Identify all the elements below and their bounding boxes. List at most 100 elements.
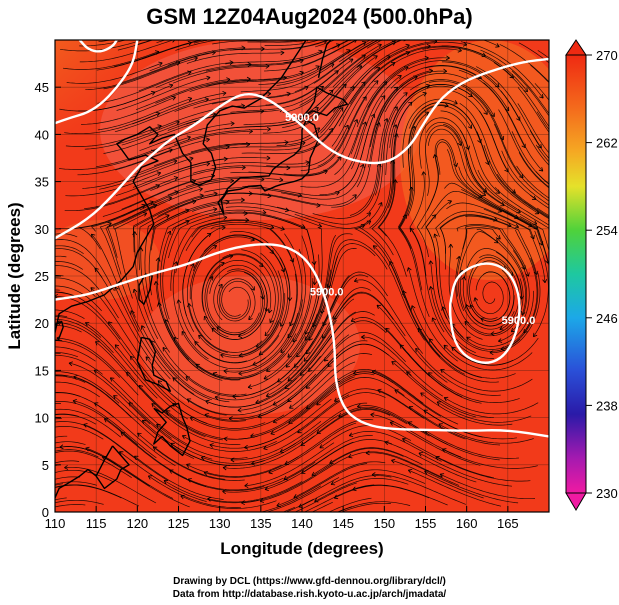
streamline-arrow xyxy=(137,432,142,437)
streamline xyxy=(270,376,355,435)
streamline-arrow xyxy=(316,401,321,406)
streamline-arrow xyxy=(214,395,219,400)
streamline-arrow xyxy=(443,344,448,350)
streamline-arrow xyxy=(255,399,260,405)
streamline xyxy=(85,322,158,399)
streamline xyxy=(308,248,357,341)
streamline-arrow xyxy=(277,378,282,383)
streamline xyxy=(221,280,256,320)
streamline xyxy=(99,157,194,190)
streamline-arrow xyxy=(380,95,386,100)
streamline xyxy=(371,48,462,84)
streamline xyxy=(135,78,231,111)
streamline-arrow xyxy=(90,233,96,239)
streamline xyxy=(248,313,318,388)
streamline-arrow xyxy=(244,483,249,488)
streamline xyxy=(72,400,157,459)
streamline xyxy=(403,84,488,115)
streamline xyxy=(280,248,307,353)
streamline xyxy=(430,260,476,354)
chart-title: GSM 12Z04Aug2024 (500.0hPa) xyxy=(146,4,473,29)
streamline-arrow xyxy=(399,344,404,349)
streamline-arrow xyxy=(194,341,199,346)
streamline-arrow xyxy=(221,225,226,231)
streamline xyxy=(192,165,291,174)
streamline xyxy=(193,93,291,109)
streamline xyxy=(391,459,484,499)
streamline xyxy=(417,328,499,383)
streamline xyxy=(139,123,235,152)
streamline-arrow xyxy=(538,167,544,172)
streamline-arrow xyxy=(407,469,413,474)
streamline-arrow xyxy=(467,124,472,129)
streamline-arrow xyxy=(25,321,29,325)
streamline xyxy=(389,261,441,358)
streamline-arrow xyxy=(157,302,162,307)
streamline-arrow xyxy=(211,327,216,333)
streamline xyxy=(292,235,312,343)
height-contours xyxy=(55,40,549,438)
streamline-arrow xyxy=(301,469,306,474)
streamline xyxy=(133,289,188,382)
streamline xyxy=(55,285,102,312)
streamline xyxy=(252,273,298,366)
streamline xyxy=(258,49,351,85)
streamline xyxy=(131,40,205,63)
streamline xyxy=(259,485,321,512)
streamline xyxy=(374,92,408,196)
streamline-arrow xyxy=(72,399,77,404)
streamline xyxy=(465,88,524,179)
streamline xyxy=(115,138,210,171)
streamline xyxy=(148,475,241,508)
streamline-arrow xyxy=(495,43,500,48)
streamline-arrow xyxy=(158,61,163,67)
streamline-arrow xyxy=(147,475,153,480)
streamline xyxy=(55,318,114,354)
streamline xyxy=(121,51,216,83)
streamline xyxy=(209,259,272,313)
y-tick-label-45: 45 xyxy=(35,80,49,95)
streamline xyxy=(424,65,510,111)
streamline-arrow xyxy=(187,303,192,308)
y-axis-label: Latitude (degrees) xyxy=(5,202,24,349)
streamline-arrow xyxy=(389,11,393,15)
streamline xyxy=(536,111,549,131)
streamline xyxy=(55,504,86,508)
streamline xyxy=(408,60,500,88)
streamline-arrow xyxy=(107,221,112,227)
streamline xyxy=(317,80,379,167)
streamline-arrow xyxy=(223,369,228,374)
colorbar-gradient xyxy=(565,54,587,494)
streamline xyxy=(441,45,528,92)
streamline xyxy=(266,278,314,372)
streamline-arrow xyxy=(333,315,338,320)
contour-line-1 xyxy=(55,57,549,240)
streamline xyxy=(469,260,506,320)
streamline-arrow xyxy=(162,347,167,352)
streamline xyxy=(282,54,366,114)
streamline-arrow xyxy=(279,448,285,453)
streamline-arrow xyxy=(237,407,242,413)
streamline-arrow xyxy=(180,494,185,500)
streamline xyxy=(529,130,549,159)
streamline-arrow xyxy=(445,55,450,61)
streamline-arrow xyxy=(373,55,378,60)
streamline-arrow xyxy=(338,412,343,418)
streamline-arrow xyxy=(354,40,358,43)
streamline xyxy=(320,243,376,314)
streamline-arrow xyxy=(477,34,481,38)
streamline-arrow xyxy=(391,458,396,464)
streamline xyxy=(361,336,443,397)
streamline xyxy=(273,361,356,423)
streamline-arrow xyxy=(353,370,358,376)
streamline-arrow xyxy=(155,257,161,262)
y-axis-ticks: 0 5 10 15 20 25 30 35 40 45 xyxy=(35,80,61,520)
streamline xyxy=(172,403,266,429)
streamline xyxy=(408,469,502,507)
streamline xyxy=(530,64,549,84)
streamline xyxy=(144,214,170,312)
streamline-arrow xyxy=(426,21,430,25)
streamline-arrow xyxy=(90,287,95,292)
y-tick-label-20: 20 xyxy=(35,316,49,331)
streamline-arrow xyxy=(329,459,334,464)
